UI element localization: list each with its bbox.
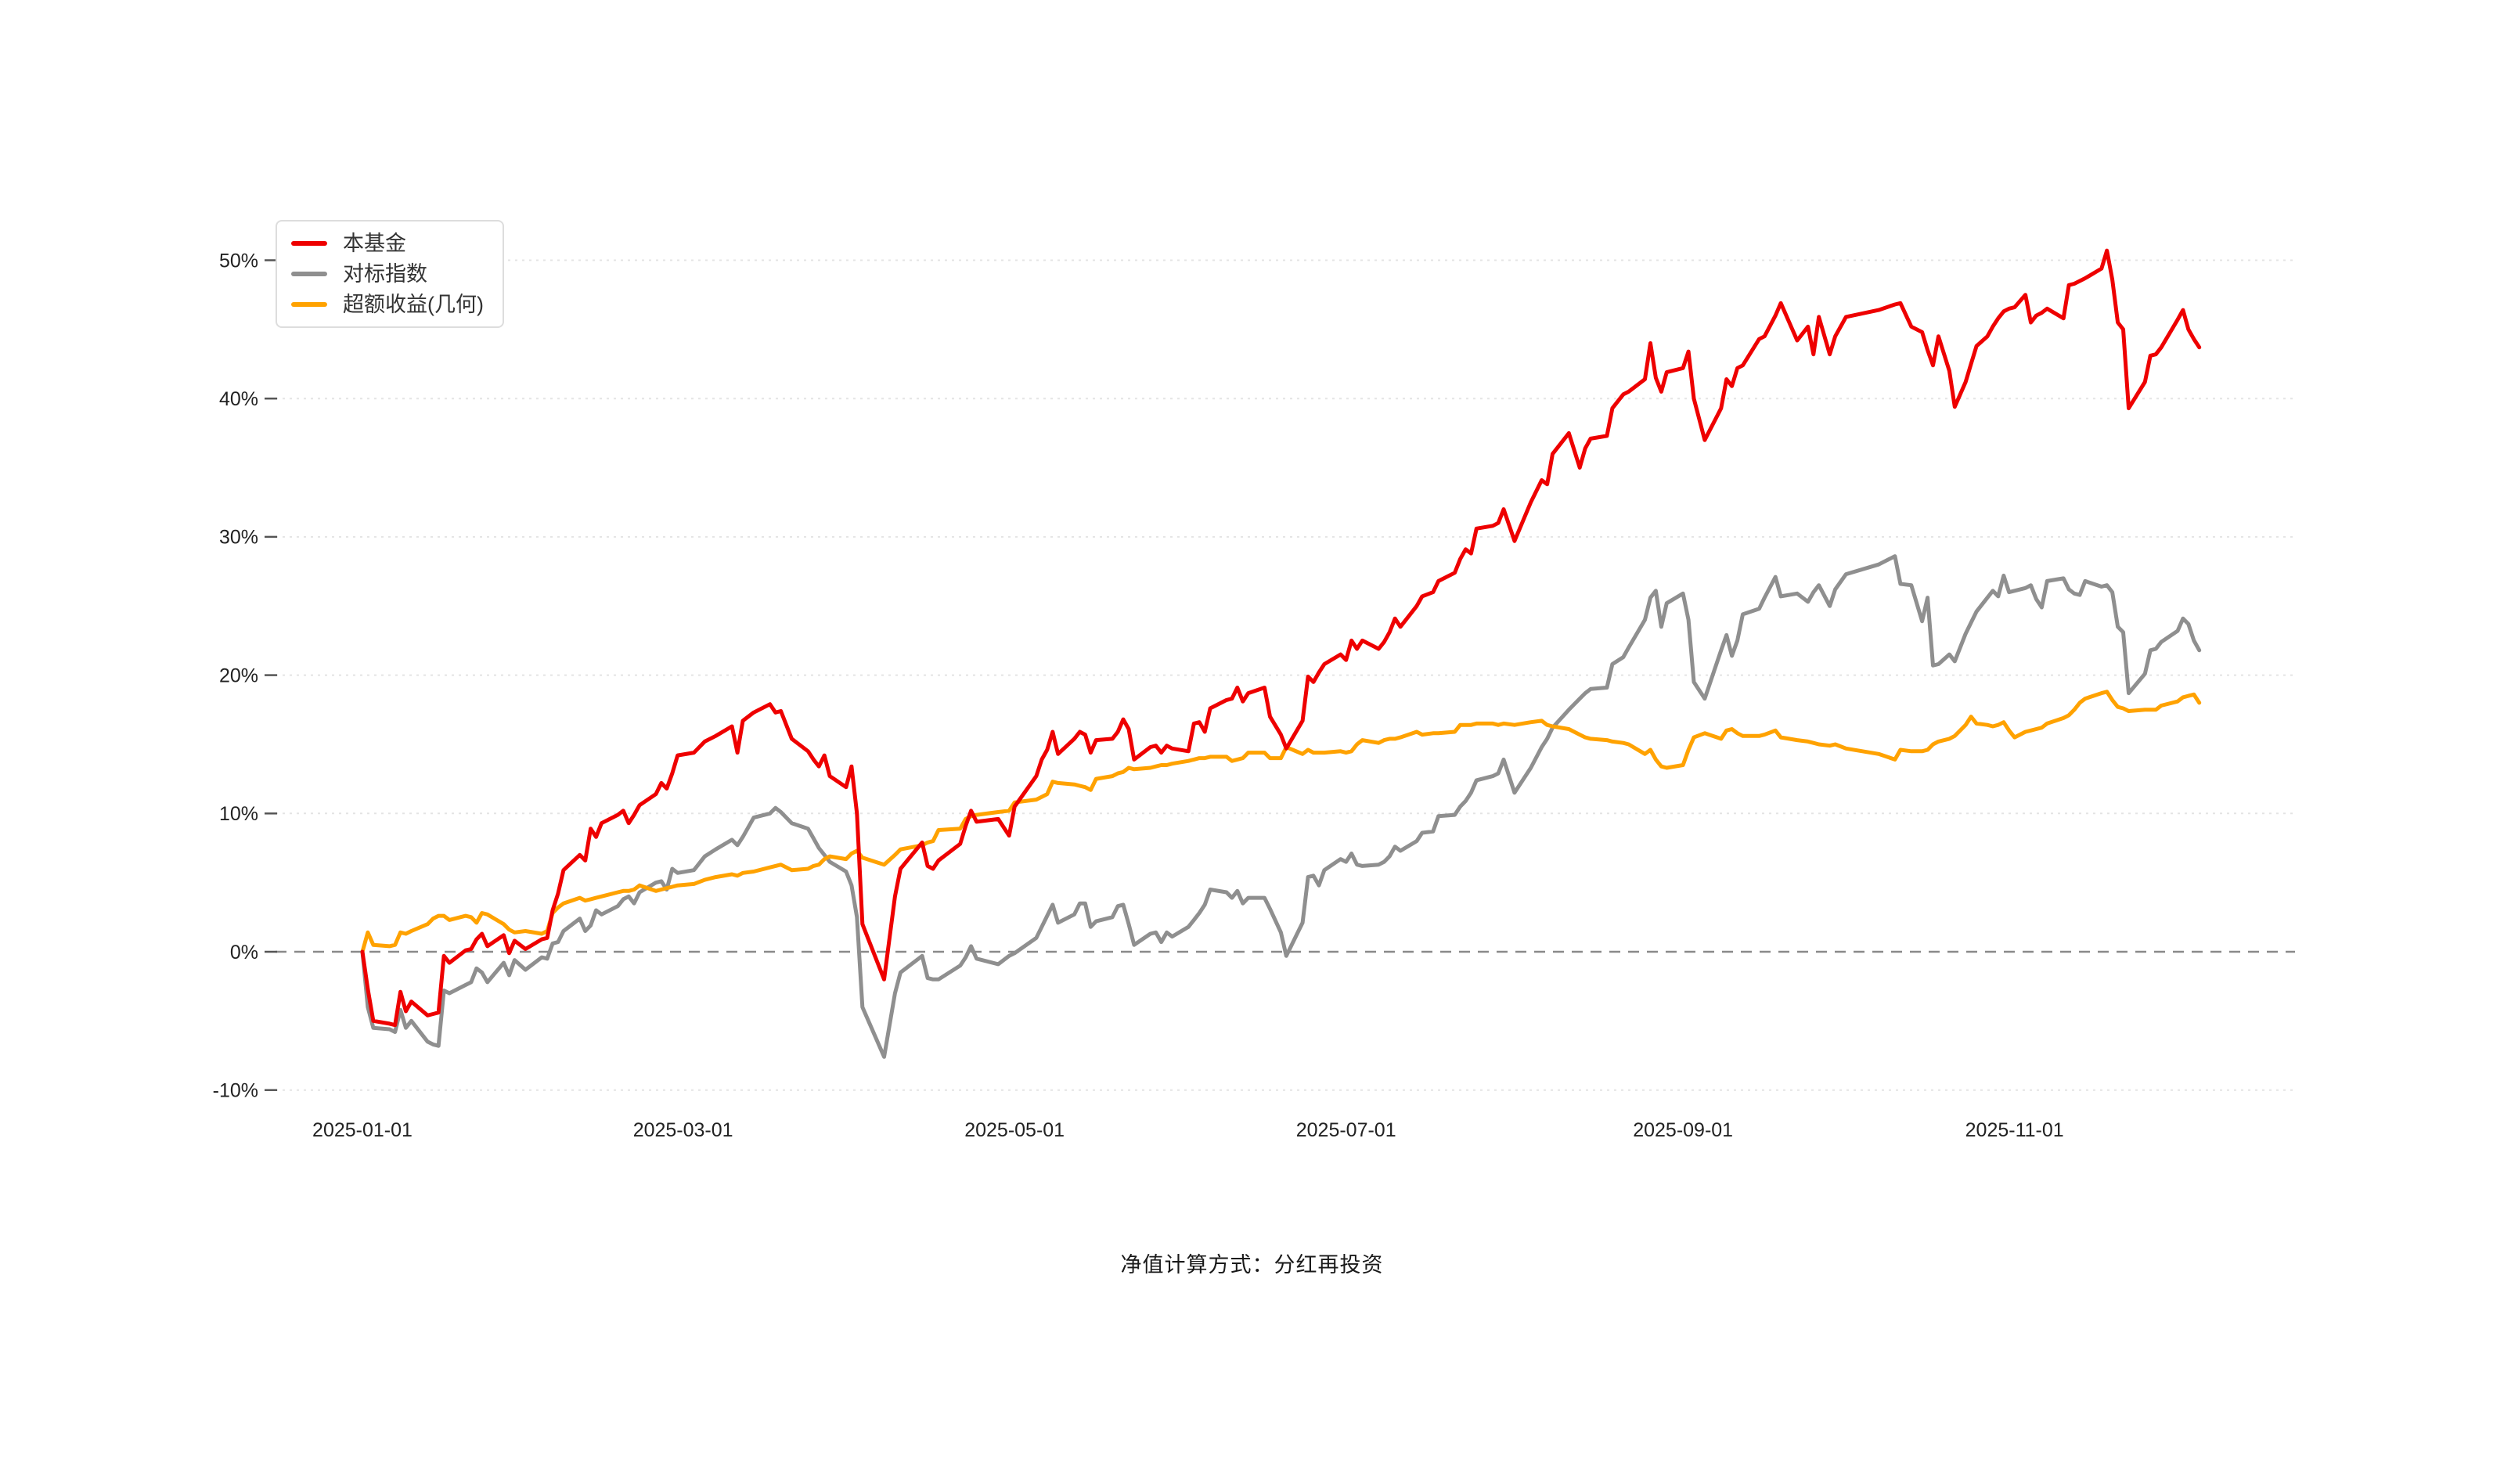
y-axis-label: 0% xyxy=(230,942,258,964)
legend-item-excess[interactable]: 超额收益(几何) xyxy=(291,292,484,317)
y-axis-label: -10% xyxy=(213,1079,258,1101)
x-axis-label: 2025-01-01 xyxy=(312,1119,413,1141)
y-axis-label: 10% xyxy=(219,803,258,825)
y-axis-label: 30% xyxy=(219,527,258,549)
x-axis-label: 2025-03-01 xyxy=(633,1119,733,1141)
y-axis-label: 50% xyxy=(219,250,258,272)
legend-line-swatch-index xyxy=(291,272,327,276)
legend-label: 本基金 xyxy=(343,232,406,255)
legend-label: 超额收益(几何) xyxy=(343,293,484,316)
legend-line-swatch-excess xyxy=(291,302,327,307)
x-axis-label: 2025-11-01 xyxy=(1965,1119,2064,1141)
excess-series-line xyxy=(360,690,2202,954)
fund-series-line xyxy=(360,248,2202,1028)
legend-label: 对标指数 xyxy=(343,262,427,286)
x-axis-label: 2025-07-01 xyxy=(1296,1119,1396,1141)
legend-line-swatch-fund xyxy=(291,241,327,246)
y-axis-label: 20% xyxy=(219,665,258,686)
nav-calculation-note: 净值计算方式：分红再投资 xyxy=(1120,1253,1384,1277)
x-axis-label: 2025-05-01 xyxy=(964,1119,1065,1141)
legend-item-index[interactable]: 对标指数 xyxy=(291,261,484,286)
chart-legend: 本基金对标指数超额收益(几何) xyxy=(276,220,504,328)
x-axis-label: 2025-09-01 xyxy=(1633,1119,1733,1141)
y-axis-label: 40% xyxy=(219,388,258,410)
legend-item-fund[interactable]: 本基金 xyxy=(291,231,484,256)
